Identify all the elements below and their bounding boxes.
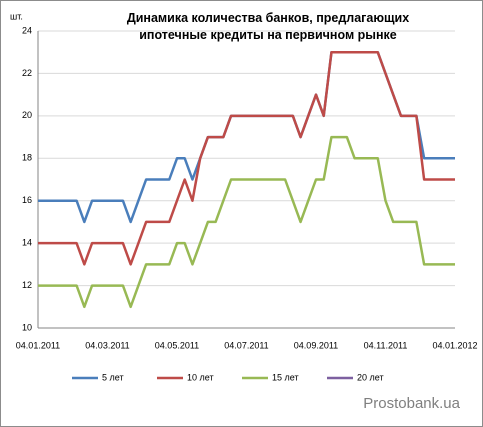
- y-axis-label: шт.: [10, 11, 23, 21]
- legend-label: 10 лет: [187, 372, 214, 382]
- legend-label: 20 лет: [357, 372, 384, 382]
- series-line: [38, 135, 455, 309]
- y-tick-label: 22: [22, 68, 32, 78]
- legend-label: 5 лет: [102, 372, 124, 382]
- y-tick-label: 12: [22, 280, 32, 290]
- y-tick-label: 18: [22, 153, 32, 163]
- y-tick-label: 20: [22, 110, 32, 120]
- x-tick-label: 04.07.2011: [224, 340, 268, 350]
- x-tick-label: 04.01.2012: [432, 340, 477, 350]
- y-tick-label: 24: [22, 25, 32, 35]
- y-tick-label: 14: [22, 238, 32, 248]
- chart-title: Динамика количества банков, предлагающих…: [126, 11, 410, 42]
- series-line: [38, 50, 455, 266]
- y-tick-label: 16: [22, 195, 32, 205]
- x-tick-label: 04.09.2011: [294, 340, 338, 350]
- x-tick-label: 04.03.2011: [85, 340, 129, 350]
- x-tick-label: 04.05.2011: [155, 340, 199, 350]
- x-tick-label: 04.01.2011: [16, 340, 60, 350]
- y-tick-label: 10: [22, 322, 32, 332]
- watermark: Prostobank.ua: [363, 395, 460, 412]
- legend-label: 15 лет: [272, 372, 299, 382]
- x-tick-label: 04.11.2011: [364, 340, 408, 350]
